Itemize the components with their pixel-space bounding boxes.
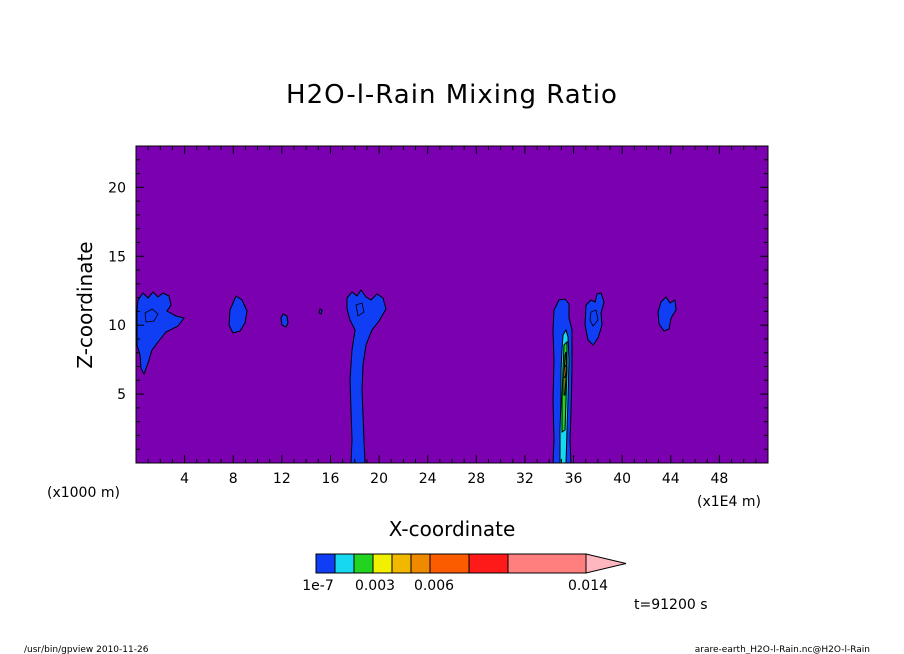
colorbar xyxy=(315,553,627,574)
x-unit-left: (x1000 m) xyxy=(47,485,120,501)
rain-region-x18 xyxy=(346,289,387,464)
contour-regions xyxy=(136,289,677,464)
y-tick-label: 5 xyxy=(117,387,126,403)
colorbar-label-0.003: 0.003 xyxy=(355,578,395,594)
x-tick-label: 20 xyxy=(370,471,388,487)
colorbar-swatch xyxy=(391,553,412,574)
rain-region-x34-level5 xyxy=(563,364,567,379)
rain-region-left-inner xyxy=(144,308,159,323)
y-tick-label: 15 xyxy=(108,249,126,265)
x-tick-label: 16 xyxy=(322,471,340,487)
footer-left: /usr/bin/gpview 2010-11-26 xyxy=(24,645,149,654)
x-tick-label: 4 xyxy=(180,471,189,487)
colorbar-extend-arrow xyxy=(585,553,627,574)
x-tick-label: 40 xyxy=(613,471,631,487)
y-tick-label: 20 xyxy=(108,180,126,196)
rain-region-tiny xyxy=(318,308,323,315)
x-tick-label: 8 xyxy=(229,471,238,487)
x-axis-label: X-coordinate xyxy=(389,517,516,541)
rain-region-x8 xyxy=(228,295,248,334)
colorbar-swatch xyxy=(353,553,374,574)
rain-region-x18-inner xyxy=(355,302,365,317)
colorbar-swatch xyxy=(410,553,431,574)
chart-title: H2O-l-Rain Mixing Ratio xyxy=(286,80,618,110)
colorbar-swatch xyxy=(429,553,470,574)
colorbar-swatch xyxy=(468,553,509,574)
rain-region-x37-inner xyxy=(589,309,599,327)
colorbar-swatch xyxy=(507,553,587,574)
x-unit-right: (x1E4 m) xyxy=(697,494,761,510)
x-tick-label: 44 xyxy=(662,471,680,487)
rain-region-x12 xyxy=(280,313,289,328)
colorbar-swatch xyxy=(334,553,355,574)
colorbar-swatch xyxy=(372,553,393,574)
x-tick-label: 24 xyxy=(419,471,437,487)
x-tick-label: 32 xyxy=(516,471,534,487)
colorbar-swatch xyxy=(315,553,336,574)
x-tick-label: 12 xyxy=(273,471,291,487)
x-tick-label: 36 xyxy=(565,471,583,487)
rain-region-left xyxy=(136,291,185,376)
y-axis-label: Z-coordinate xyxy=(73,241,97,368)
footer-right: arare-earth_H2O-l-Rain.nc@H2O-l-Rain xyxy=(695,645,870,654)
colorbar-label-0.014: 0.014 xyxy=(568,578,608,594)
rain-region-x43 xyxy=(657,296,677,332)
colorbar-label-0.006: 0.006 xyxy=(414,578,454,594)
y-tick-label: 10 xyxy=(108,318,126,334)
rain-region-x37 xyxy=(584,292,605,346)
x-tick-label: 48 xyxy=(710,471,728,487)
colorbar-label-1e-7: 1e-7 xyxy=(302,578,333,594)
time-label: t=91200 s xyxy=(634,597,708,613)
colorbar-labels: 1e-7 0.003 0.006 0.014 xyxy=(302,578,608,594)
x-tick-label: 28 xyxy=(467,471,485,487)
